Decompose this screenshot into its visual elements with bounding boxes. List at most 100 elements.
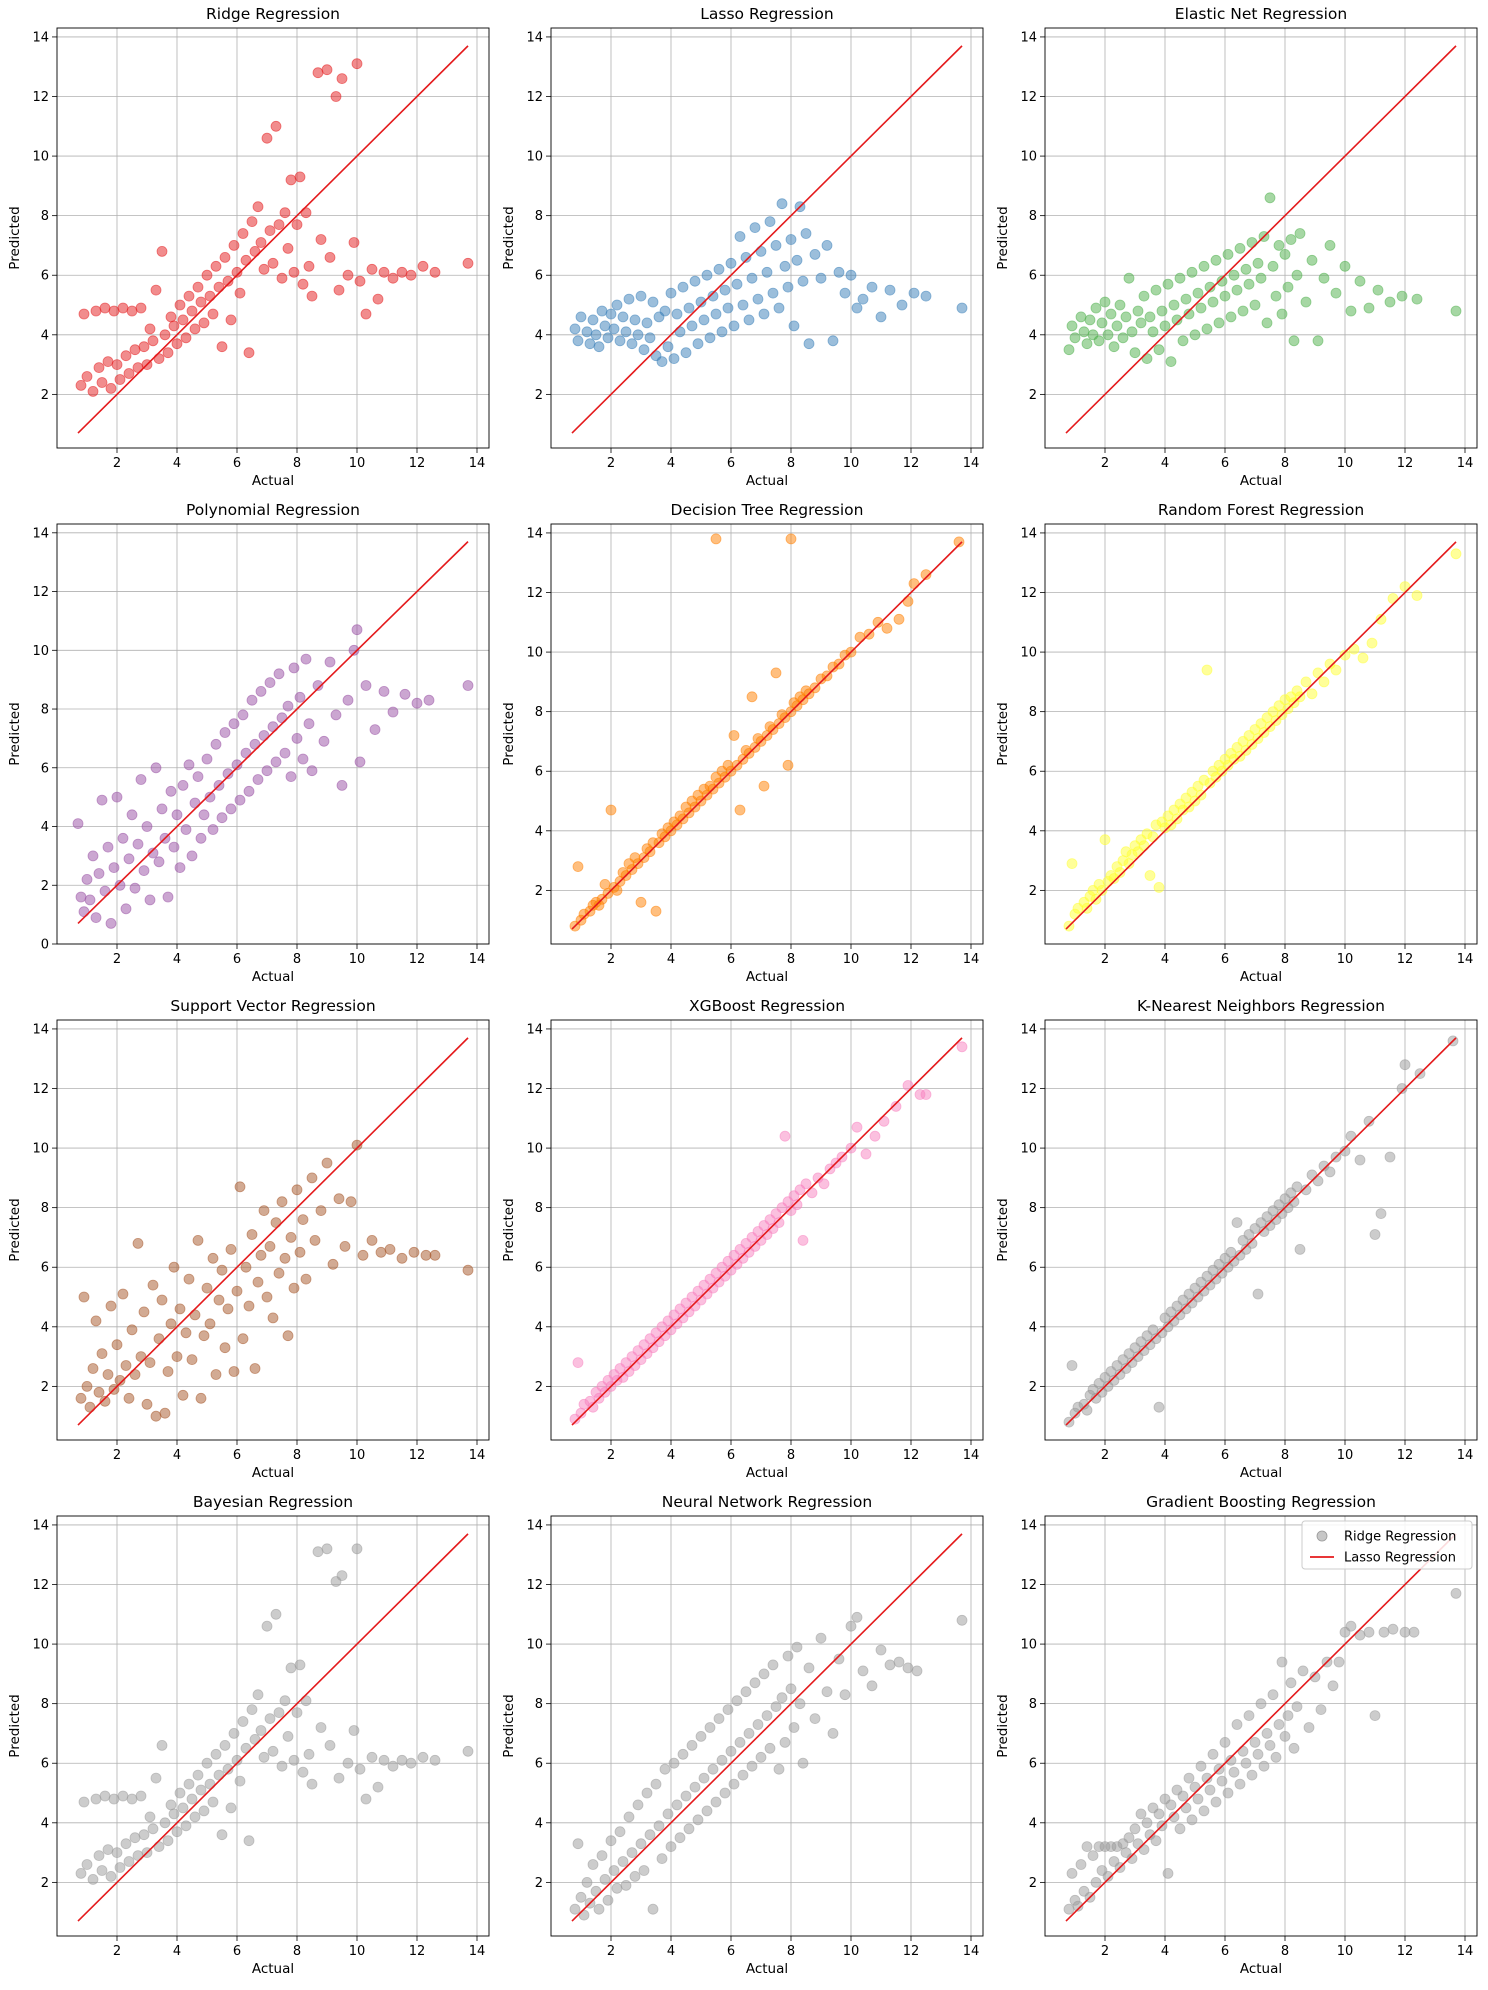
data-point xyxy=(171,809,183,821)
data-point xyxy=(108,862,120,873)
data-point xyxy=(156,803,168,815)
x-tick-label: 8 xyxy=(787,1448,795,1463)
data-point xyxy=(689,275,701,287)
x-tick-label: 12 xyxy=(409,1944,426,1959)
data-point xyxy=(354,275,366,287)
data-point xyxy=(129,1832,141,1844)
data-point xyxy=(1090,302,1102,314)
y-tick-label: 10 xyxy=(526,150,543,165)
data-point xyxy=(1258,1760,1270,1772)
x-tick-label: 12 xyxy=(903,456,920,471)
data-point xyxy=(111,1339,123,1351)
data-point xyxy=(800,1178,812,1190)
data-point xyxy=(342,269,354,281)
data-point xyxy=(159,1407,171,1419)
panel-8: 2 4 6 8 10 12 14 2 4 6 8 10 12 14 XGBoost Regression Ac… xyxy=(501,997,984,1481)
data-point xyxy=(1108,341,1120,353)
plot-area xyxy=(57,28,489,448)
data-point xyxy=(324,1740,336,1751)
data-point xyxy=(219,1342,231,1354)
y-axis-label: Predicted xyxy=(7,1198,23,1261)
data-point xyxy=(312,67,324,79)
data-point xyxy=(222,1763,234,1775)
data-point xyxy=(306,1778,318,1790)
data-point xyxy=(282,700,294,712)
data-point xyxy=(617,1856,629,1867)
data-point xyxy=(644,332,656,344)
data-point xyxy=(1297,1665,1309,1677)
data-point xyxy=(195,1784,207,1796)
y-tick-label: 4 xyxy=(535,1816,543,1831)
data-point xyxy=(815,272,827,284)
data-point xyxy=(354,756,366,768)
data-point xyxy=(575,311,587,323)
data-point xyxy=(1384,1151,1396,1163)
data-point xyxy=(749,1677,761,1689)
data-point xyxy=(902,1662,914,1674)
x-tick-label: 6 xyxy=(727,1944,735,1959)
y-tick-label: 12 xyxy=(1020,1082,1037,1097)
data-point xyxy=(243,1300,255,1312)
x-tick-label: 12 xyxy=(1397,1944,1414,1959)
data-point xyxy=(1192,287,1204,299)
data-point xyxy=(129,344,141,356)
data-point xyxy=(1153,1808,1165,1820)
x-tick-label: 14 xyxy=(963,952,980,967)
x-axis-label: Actual xyxy=(252,1961,294,1977)
data-point xyxy=(1399,1059,1411,1071)
data-point xyxy=(429,1249,441,1261)
data-point xyxy=(704,332,716,344)
panel-title: Polynomial Regression xyxy=(186,501,360,519)
y-tick-label: 12 xyxy=(526,90,543,105)
data-point xyxy=(1270,1751,1282,1763)
data-point xyxy=(192,771,204,782)
data-point xyxy=(716,326,728,338)
data-point xyxy=(1312,335,1324,347)
x-tick-label: 6 xyxy=(233,1944,241,1959)
y-tick-label: 4 xyxy=(535,1320,543,1335)
x-tick-label: 14 xyxy=(469,952,486,967)
data-point xyxy=(279,1252,291,1264)
data-point xyxy=(105,1871,117,1882)
data-point xyxy=(671,308,683,320)
data-point xyxy=(698,1772,710,1784)
data-point xyxy=(315,1722,327,1733)
data-point xyxy=(105,1300,117,1312)
y-tick-label: 2 xyxy=(41,1876,49,1891)
data-point xyxy=(884,1659,896,1671)
y-tick-label: 12 xyxy=(1020,90,1037,105)
data-point xyxy=(198,1330,210,1342)
data-point xyxy=(285,1662,297,1674)
data-point xyxy=(1282,1710,1294,1721)
y-tick-label: 2 xyxy=(1029,1876,1037,1891)
data-point xyxy=(1249,1737,1261,1748)
data-point xyxy=(785,533,797,545)
data-point xyxy=(165,785,177,797)
data-point xyxy=(321,64,333,76)
x-tick-label: 10 xyxy=(1337,1448,1354,1463)
x-tick-label: 4 xyxy=(173,1944,181,1959)
data-point xyxy=(746,691,758,703)
y-tick-label: 8 xyxy=(41,1201,49,1216)
data-point xyxy=(216,1264,228,1276)
y-tick-label: 8 xyxy=(1029,209,1037,224)
data-point xyxy=(111,1847,123,1858)
data-point xyxy=(815,1632,827,1644)
x-tick-label: 10 xyxy=(843,952,860,967)
data-point xyxy=(183,1273,195,1285)
data-point xyxy=(689,1781,701,1793)
data-point xyxy=(96,1865,108,1876)
data-point xyxy=(252,774,264,785)
data-point xyxy=(1087,1850,1099,1861)
y-axis-label: Predicted xyxy=(501,1694,517,1757)
data-point xyxy=(1138,290,1150,302)
data-point xyxy=(174,1303,186,1315)
x-tick-label: 2 xyxy=(1101,1448,1109,1463)
data-point xyxy=(156,245,168,257)
data-point xyxy=(138,865,150,876)
y-tick-label: 8 xyxy=(1029,705,1037,720)
data-point xyxy=(126,809,138,821)
data-point xyxy=(833,1653,845,1665)
data-point xyxy=(956,1614,968,1626)
data-point xyxy=(1222,1787,1234,1799)
